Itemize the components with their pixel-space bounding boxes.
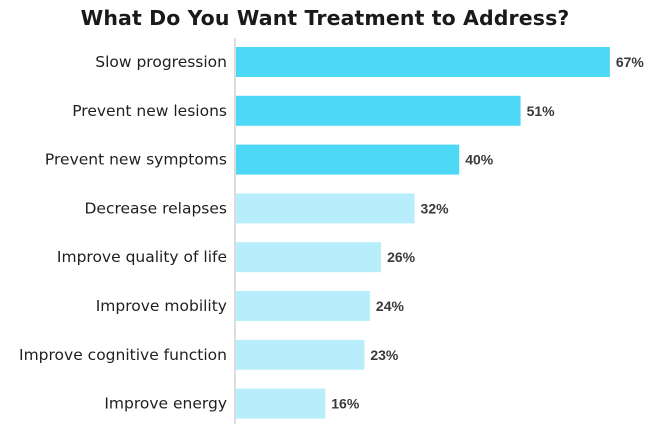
bar-improve-energy xyxy=(236,388,326,419)
value-label-prevent-new-symptoms: 40% xyxy=(465,152,494,168)
value-label-prevent-new-lesions: 51% xyxy=(527,103,556,119)
bar-decrease-relapses xyxy=(236,193,415,224)
bar-improve-quality-of-life xyxy=(236,242,382,273)
bar-improve-mobility xyxy=(236,291,370,321)
value-label-improve-quality-of-life: 26% xyxy=(387,249,416,265)
bar-slow-progression xyxy=(236,47,610,77)
category-label-slow-progression: Slow progression xyxy=(95,53,227,71)
value-label-slow-progression: 67% xyxy=(616,54,645,70)
category-label-improve-mobility: Improve mobility xyxy=(96,297,227,315)
value-label-improve-cognitive-function: 23% xyxy=(370,347,399,363)
category-label-decrease-relapses: Decrease relapses xyxy=(85,199,228,217)
category-label-improve-quality-of-life: Improve quality of life xyxy=(57,248,227,266)
category-label-prevent-new-symptoms: Prevent new symptoms xyxy=(45,151,227,169)
bar-prevent-new-symptoms xyxy=(236,144,460,175)
value-label-improve-energy: 16% xyxy=(331,396,360,412)
category-label-improve-energy: Improve energy xyxy=(104,395,227,413)
category-label-improve-cognitive-function: Improve cognitive function xyxy=(19,346,227,364)
value-label-decrease-relapses: 32% xyxy=(421,200,450,216)
category-label-prevent-new-lesions: Prevent new lesions xyxy=(72,102,227,120)
value-label-improve-mobility: 24% xyxy=(376,298,405,314)
bar-prevent-new-lesions xyxy=(236,95,521,126)
chart-title: What Do You Want Treatment to Address? xyxy=(80,6,570,30)
bar-improve-cognitive-function xyxy=(236,339,365,370)
bars-group: Slow progression 67% Prevent new lesions 51… xyxy=(19,47,644,419)
